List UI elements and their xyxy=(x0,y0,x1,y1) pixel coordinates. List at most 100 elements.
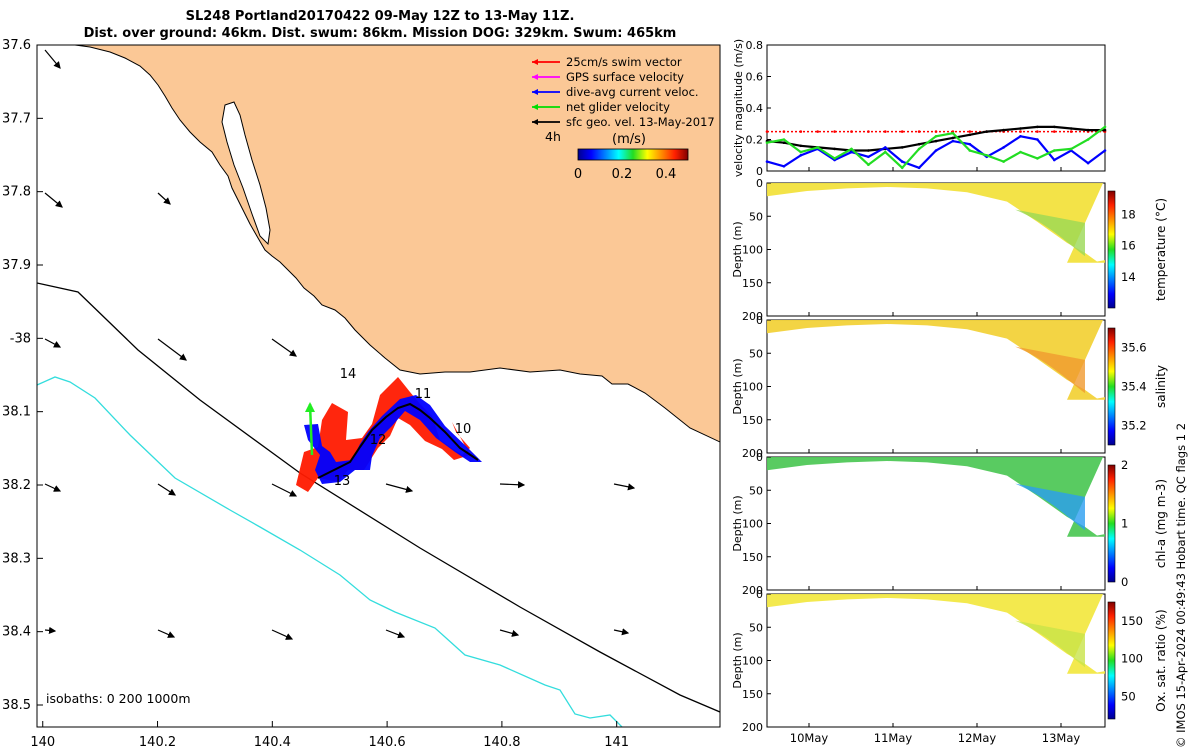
section-data-accent xyxy=(1015,346,1085,394)
geo-velocity-arrow xyxy=(44,626,57,634)
legend-age-label: 4h xyxy=(545,129,561,144)
section-y-tick-label: 50 xyxy=(749,621,763,634)
section-y-label: Depth (m) xyxy=(731,632,744,688)
velocity-data-point xyxy=(917,130,921,133)
section-y-tick-label: 150 xyxy=(742,414,763,427)
title-line-2: Dist. over ground: 46km. Dist. swum: 86k… xyxy=(83,26,677,41)
date-tick-label: 10May xyxy=(790,731,829,745)
map-colorbar xyxy=(577,148,689,161)
geo-velocity-arrow xyxy=(499,481,526,489)
velocity-data-point xyxy=(816,130,819,133)
velocity-data-point xyxy=(1036,138,1039,141)
section-colorbar-label: chl-a (mg m-3) xyxy=(1154,479,1168,568)
velocity-plot-frame xyxy=(766,44,1106,172)
section-colorbar-tick-label: 150 xyxy=(1121,614,1143,628)
title-line-1: SL248 Portland20170422 09-May 12Z to 13-… xyxy=(185,9,575,24)
map-y-tick-label: 38.2 xyxy=(2,478,31,493)
colorbar-tick-label: 0.4 xyxy=(656,167,677,182)
velocity-data-point xyxy=(782,141,786,144)
velocity-data-point xyxy=(1019,130,1022,133)
geo-velocity-arrow xyxy=(44,338,62,348)
section-y-tick-label: 100 xyxy=(742,244,763,257)
map-x-tick-label: 140.6 xyxy=(368,735,405,750)
velocity-data-point xyxy=(816,146,819,149)
section-colorbar-tick-label: 35.6 xyxy=(1121,341,1147,355)
geo-velocity-arrow xyxy=(44,483,62,492)
section-y-tick-label: 200 xyxy=(742,310,763,323)
section-data-accent xyxy=(1015,620,1085,668)
geo-velocity-arrow xyxy=(271,338,297,357)
geo-velocity-arrow xyxy=(271,483,298,497)
section-data-accent xyxy=(1015,209,1085,257)
map-frame xyxy=(36,44,721,728)
velocity-data-point xyxy=(799,130,803,133)
legend-arrow-swatch xyxy=(532,119,538,125)
map-x-tick-label: 140.2 xyxy=(139,735,176,750)
velocity-data-point xyxy=(968,149,972,152)
velocity-data-point xyxy=(934,130,938,133)
section-panel-oxygen: 0 50 100 150 200 Depth (m) 50 100 150 Ox. sat. ra… xyxy=(731,588,1168,734)
velocity-data-point xyxy=(867,130,870,133)
section-y-tick-label: 50 xyxy=(749,347,763,360)
map-lake xyxy=(221,101,271,246)
section-data-fill xyxy=(767,594,1105,674)
section-colorbar-tick-label: 35.4 xyxy=(1121,380,1147,394)
legend-entry-label: GPS surface velocity xyxy=(566,70,684,84)
velocity-data-point xyxy=(934,135,938,138)
velocity-data-point xyxy=(1103,125,1107,129)
colorbar-unit-label: (m/s) xyxy=(612,132,646,147)
section-data-accent xyxy=(1015,483,1085,531)
isobath-label: isobaths: 0 200 1000m xyxy=(46,691,191,706)
velocity-data-point xyxy=(799,150,803,154)
figure-title: SL248 Portland20170422 09-May 12Z to 13-… xyxy=(0,8,760,42)
isobath-1000m xyxy=(37,376,623,727)
velocity-data-point xyxy=(884,130,887,133)
velocity-data-point xyxy=(951,136,955,140)
map-panel: 140 140.2 140.4 140.6 140.8 14137.637.737.837… xyxy=(2,38,721,750)
velocity-data-point xyxy=(765,141,769,144)
legend-arrow-swatch xyxy=(532,74,538,80)
velocity-data-point xyxy=(867,155,870,159)
section-colorbar-tick-label: 0 xyxy=(1121,575,1128,589)
velocity-data-point xyxy=(985,154,988,157)
velocity-data-point xyxy=(884,150,887,154)
velocity-data-point xyxy=(968,142,972,146)
section-y-label: Depth (m) xyxy=(731,495,744,551)
velocity-data-point xyxy=(867,149,870,152)
velocity-data-point xyxy=(1103,149,1107,152)
legend-arrow-swatch xyxy=(532,59,538,65)
legend-entry-label: sfc geo. vel. 13-May-2017 xyxy=(566,115,715,129)
section-y-tick-label: 50 xyxy=(749,210,763,223)
section-y-tick-label: 0 xyxy=(756,177,763,190)
geo-velocity-arrow xyxy=(157,338,187,361)
day-label: 10 xyxy=(455,422,472,437)
velocity-data-point xyxy=(900,160,904,163)
velocity-data-point xyxy=(1086,128,1090,132)
velocity-data-point xyxy=(1019,127,1022,130)
section-y-tick-label: 0 xyxy=(756,588,763,601)
date-tick-label: 12May xyxy=(958,731,997,745)
section-panel-salinity: 0 50 100 150 200 Depth (m) 35.2 35.4 35.6 salinit… xyxy=(731,314,1168,460)
date-tick-label: 13May xyxy=(1042,731,1081,745)
map-y-tick-label: 38.4 xyxy=(2,625,31,640)
section-y-tick-label: 100 xyxy=(742,381,763,394)
map-y-tick-label: 37.6 xyxy=(2,38,31,53)
velocity-data-point xyxy=(1069,127,1073,130)
velocity-data-point xyxy=(1053,149,1056,152)
section-y-label: Depth (m) xyxy=(731,221,744,277)
map-x-tick-label: 140 xyxy=(30,735,55,750)
velocity-y-tick-label: 0.6 xyxy=(746,71,764,84)
section-data-fill xyxy=(767,320,1105,400)
velocity-data-point xyxy=(1019,135,1022,138)
velocity-data-point xyxy=(985,130,988,133)
section-colorbar-label: temperature (°C) xyxy=(1154,198,1168,301)
geo-velocity-arrow xyxy=(613,628,630,636)
velocity-data-point xyxy=(900,166,904,170)
section-colorbar-label: salinity xyxy=(1154,365,1168,408)
colorbar-tick-label: 0.2 xyxy=(612,167,633,182)
velocity-data-point xyxy=(1002,160,1005,163)
legend-entry-label: dive-avg current veloc. xyxy=(566,85,699,99)
velocity-data-point xyxy=(934,139,938,143)
